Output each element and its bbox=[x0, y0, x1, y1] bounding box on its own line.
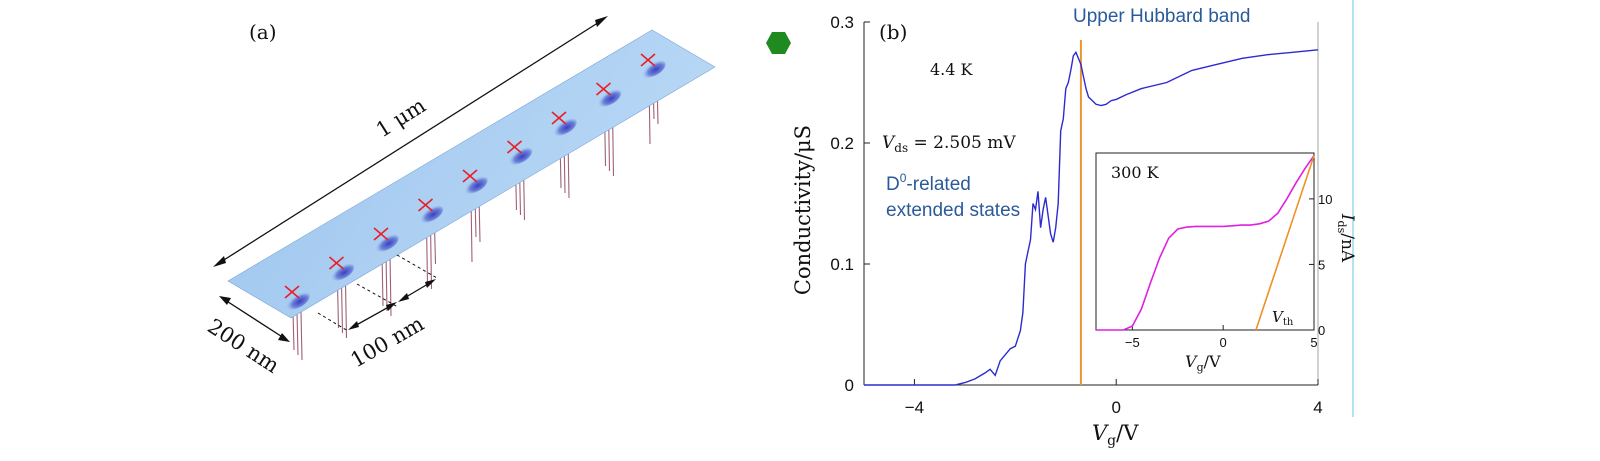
probe-line bbox=[344, 282, 348, 339]
dopant-pit bbox=[375, 234, 399, 252]
dopant-marker bbox=[373, 227, 389, 241]
y-tick-label: 0.2 bbox=[830, 134, 854, 153]
dopant-marker bbox=[551, 111, 567, 125]
x-tick-label: 0 bbox=[1111, 398, 1120, 417]
panel-a-label: (a) bbox=[249, 20, 277, 44]
dopant-marker bbox=[417, 198, 434, 212]
inset-x-axis-label: Vg/V bbox=[1185, 352, 1221, 374]
probe-line bbox=[340, 282, 344, 334]
x-axis-label: Vg/V bbox=[1092, 421, 1139, 449]
dopant-pit bbox=[419, 205, 444, 223]
probe-line bbox=[300, 311, 303, 361]
dopant-marker bbox=[506, 140, 523, 154]
main-chart: −4 0 4 0 0.1 0.2 0.3 (b) Upper Hubbard band 4.… bbox=[791, 0, 1354, 449]
panel-b-label: (b) bbox=[879, 20, 907, 44]
dopant-pit bbox=[286, 292, 310, 310]
dopant-pit bbox=[330, 263, 355, 281]
dopant-marker bbox=[328, 256, 345, 270]
dopant-marker bbox=[462, 169, 478, 183]
inset-y-tick-label: 10 bbox=[1318, 192, 1332, 207]
dopant-marker bbox=[595, 82, 612, 96]
dopant-marker bbox=[284, 285, 300, 299]
y-tick-label: 0 bbox=[845, 376, 854, 395]
width-label: 200 nm bbox=[203, 314, 283, 378]
temperature-label: 4.4 K bbox=[930, 60, 974, 79]
y-axis-label: Conductivity/μS bbox=[791, 125, 815, 295]
dopant-pit bbox=[597, 89, 622, 107]
hexagon-icon bbox=[766, 32, 791, 54]
y-tick-label: 0.1 bbox=[830, 255, 854, 274]
dopant-markers bbox=[284, 53, 656, 299]
inset-x-tick-label: 5 bbox=[1310, 335, 1317, 350]
spacing-label: 100 nm bbox=[347, 311, 429, 372]
probe-line bbox=[385, 253, 388, 312]
dopant-pit bbox=[553, 118, 577, 136]
inset-y-axis-label: Ids/nA bbox=[1335, 213, 1357, 263]
d0-label: D0-related bbox=[886, 171, 971, 195]
dopant-pits bbox=[286, 60, 666, 310]
dopant-pit bbox=[642, 60, 666, 78]
inset-x-tick-label: −5 bbox=[1125, 335, 1140, 350]
probe-line bbox=[292, 311, 295, 351]
inset-temperature-label: 300 K bbox=[1111, 163, 1160, 182]
x-tick-label: −4 bbox=[905, 398, 924, 417]
upper-hubbard-label: Upper Hubbard band bbox=[1073, 6, 1250, 27]
panel-a: 1 μm 200 nm 100 nm (a) bbox=[203, 16, 716, 378]
dopant-pit bbox=[508, 147, 533, 165]
probe-line bbox=[296, 311, 299, 356]
vds-label: Vds = 2.505 mV bbox=[882, 133, 1016, 155]
inset-y-tick-label: 0 bbox=[1318, 323, 1325, 338]
inset-frame bbox=[1095, 152, 1315, 331]
d0-label-line2: extended states bbox=[886, 200, 1020, 221]
threshold-fit-line bbox=[1255, 155, 1315, 331]
y-tick-label: 0.3 bbox=[830, 13, 854, 32]
x-tick-label: 4 bbox=[1313, 398, 1322, 417]
dopant-pit bbox=[464, 176, 488, 194]
threshold-label: Vth bbox=[1272, 308, 1294, 328]
dopant-marker bbox=[640, 53, 656, 67]
main-tick-labels: −4 0 4 0 0.1 0.2 0.3 bbox=[830, 13, 1322, 417]
series-conductivity bbox=[864, 49, 1319, 386]
inset-y-tick-label: 5 bbox=[1318, 257, 1325, 272]
inset-x-tick-label: 0 bbox=[1220, 335, 1227, 350]
series-ids bbox=[1096, 155, 1315, 331]
